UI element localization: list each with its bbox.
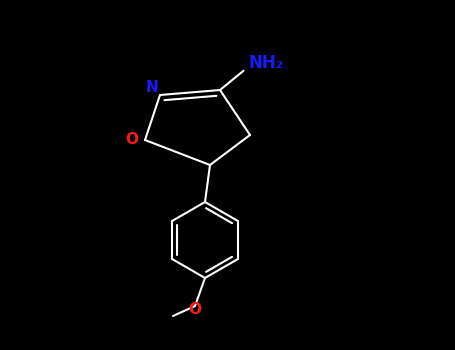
Text: NH₂: NH₂: [248, 54, 283, 72]
Text: N: N: [146, 79, 158, 94]
Text: O: O: [126, 133, 138, 147]
Text: O: O: [188, 301, 202, 316]
